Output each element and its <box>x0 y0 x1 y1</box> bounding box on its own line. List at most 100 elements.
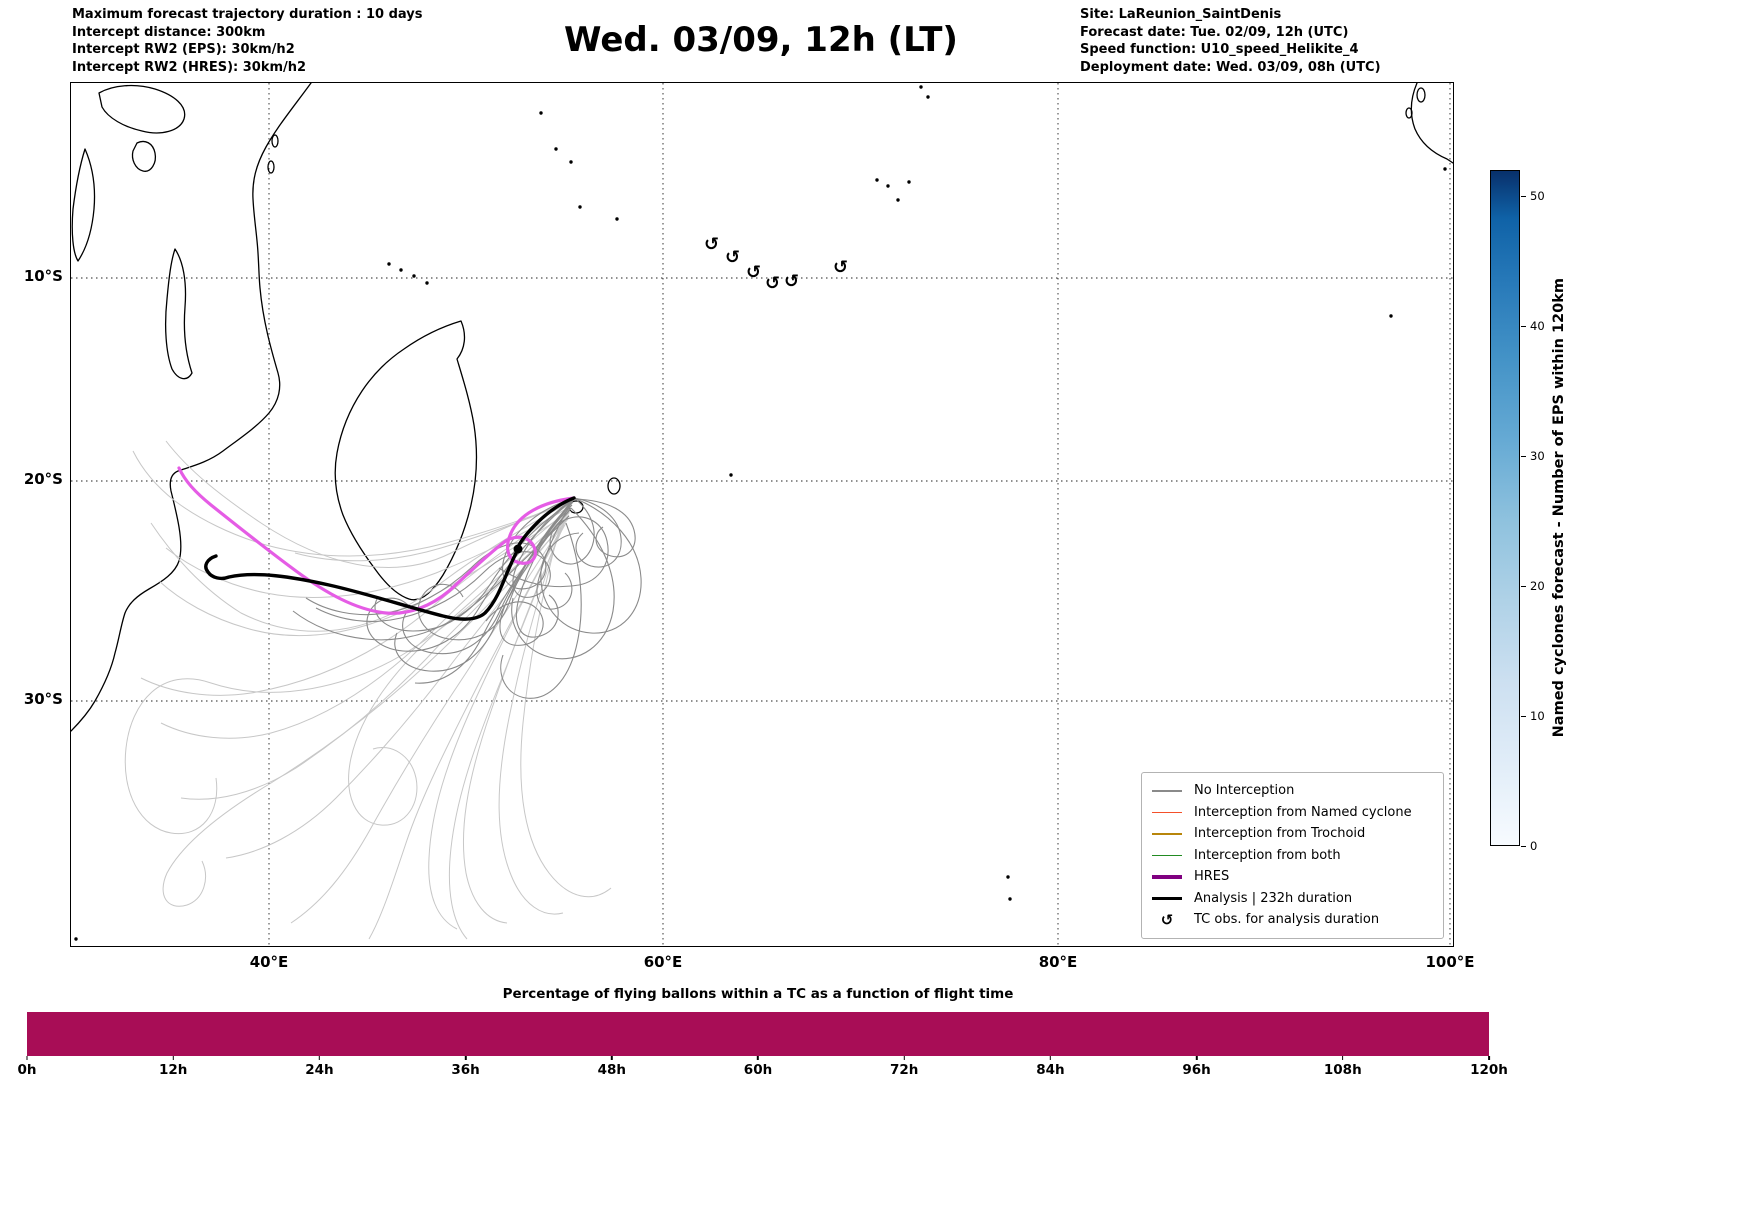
trajectory-ensemble-faint <box>520 529 612 898</box>
trajectory-ensemble-faint <box>290 517 568 924</box>
bottom-tick-label: 60h <box>743 1062 773 1078</box>
island-outline <box>271 134 279 148</box>
bottom-axis-tick: 36h <box>451 1056 480 1078</box>
island-dot <box>1006 875 1010 879</box>
trajectory-ensemble-faint <box>132 450 574 557</box>
colorbar-tick-mark <box>1521 715 1526 717</box>
analysis-trajectory <box>204 547 520 621</box>
island-dot <box>615 217 619 221</box>
island-outline <box>267 160 275 174</box>
colorbar-tick-mark <box>1521 845 1526 847</box>
bottom-tick-mark <box>26 1056 28 1060</box>
map-plot: ↺↺↺↺ ↺↺ <box>71 83 1453 946</box>
lake-or-island-outline <box>131 140 157 172</box>
colorbar-tick-label: 20 <box>1530 579 1545 593</box>
bottom-tick-mark <box>1488 1056 1490 1060</box>
trajectory-ensemble-faint <box>140 502 572 696</box>
bottom-tick-label: 120h <box>1470 1062 1508 1078</box>
lon-tick-label: 40°E <box>249 953 289 971</box>
bottom-tick-label: 24h <box>305 1062 334 1078</box>
bottom-tick-mark <box>1195 1056 1198 1060</box>
legend-item: ↺ TC obs. for analysis duration <box>1152 909 1433 931</box>
bottom-tick-mark <box>903 1056 905 1060</box>
bottom-axis-tick: 24h <box>305 1056 334 1078</box>
tc-observation-icon: ↺ <box>765 273 780 294</box>
legend-line <box>1152 875 1182 879</box>
island-outline <box>1416 87 1426 103</box>
info-forecast-date: Forecast date: Tue. 02/09, 12h (UTC) <box>1080 24 1349 40</box>
lon-tick-label: 80°E <box>1038 953 1078 971</box>
trajectory-ensemble-faint <box>158 510 572 637</box>
trajectory-ensemble-faint <box>428 522 567 930</box>
island-dot <box>875 178 879 182</box>
bottom-tick-mark <box>1049 1056 1052 1060</box>
lat-tick-label: 20°S <box>23 470 63 488</box>
trajectory-ensemble-faint <box>165 505 572 598</box>
island-dot <box>1443 167 1447 171</box>
trajectory-ensemble-faint <box>294 499 575 562</box>
colorbar-label: Named cyclones forecast - Number of EPS … <box>1546 170 1572 846</box>
lat-tick-label: 30°S <box>23 690 63 708</box>
trajectory-ensemble-faint <box>462 524 565 924</box>
legend-item: No Interception <box>1152 780 1433 802</box>
site-info-block: Site: LaReunion_SaintDenis Forecast date… <box>1080 6 1381 76</box>
trajectory-ensemble <box>573 498 636 558</box>
bottom-tick-mark <box>611 1056 613 1060</box>
trajectory-ensemble <box>511 507 615 660</box>
island-dot <box>1389 314 1393 318</box>
island-dot <box>926 95 930 99</box>
legend-item-label: TC obs. for analysis duration <box>1194 912 1380 928</box>
colorbar <box>1490 170 1520 846</box>
tc-observation-icon: ↺ <box>704 234 719 255</box>
colorbar-tick-mark <box>1521 455 1526 457</box>
colorbar-tick-mark <box>1521 585 1526 587</box>
legend: No Interception Interception from Named c… <box>1141 772 1444 939</box>
bottom-axis-tick: 0h <box>17 1056 37 1078</box>
bottom-tick-mark <box>172 1056 174 1060</box>
tc-percentage-bar <box>27 1012 1489 1056</box>
island-outline <box>607 477 621 495</box>
param-intercept-rw2-eps: Intercept RW2 (EPS): 30km/h2 <box>72 42 295 57</box>
bottom-tick-mark <box>757 1056 759 1060</box>
lat-tick-label: 10°S <box>23 267 63 285</box>
colorbar-tick-label: 30 <box>1530 449 1545 463</box>
tc-observation-icon: ↺ <box>746 262 761 283</box>
trajectory-ensemble-faint <box>150 499 575 632</box>
colorbar-tick-label: 40 <box>1530 319 1545 333</box>
trajectory-ensemble <box>414 510 570 684</box>
lake-or-island-outline <box>71 148 96 262</box>
param-max-duration: Maximum forecast trajectory duration : 1… <box>72 7 423 22</box>
island-dot <box>886 184 890 188</box>
trajectory-ensemble-faint <box>368 519 567 940</box>
hres-trajectory <box>177 466 576 615</box>
trajectory-ensemble <box>573 497 622 568</box>
trajectory-ensemble <box>498 497 609 588</box>
bottom-tick-label: 96h <box>1182 1062 1211 1078</box>
island-dot <box>729 473 733 477</box>
island-dot <box>387 262 391 266</box>
page-title: Wed. 03/09, 12h (LT) <box>564 20 958 60</box>
legend-line-sample <box>1152 854 1182 856</box>
legend-line <box>1152 833 1182 835</box>
legend-line-sample <box>1152 875 1182 879</box>
tc-observation-icon: ↺ <box>833 257 848 278</box>
info-deployment-date: Deployment date: Wed. 03/09, 08h (UTC) <box>1080 59 1381 75</box>
bottom-tick-label: 48h <box>597 1062 626 1078</box>
colorbar-tick-mark <box>1521 325 1526 327</box>
legend-line <box>1152 790 1182 792</box>
trajectory-ensemble-faint <box>348 512 570 826</box>
bottom-chart-x-axis: 0h 12h 24h 36h 48h 60h 72h 84h 96h 108h 120h <box>17 1056 1508 1082</box>
legend-line-sample <box>1152 896 1182 900</box>
map-panel: ↺ ↺ ↺ ↺ ↺ ↺ 10°S 20°S 30°S 40°E 60°E 80°E 100°E No… <box>24 82 1475 971</box>
legend-line <box>1152 854 1182 856</box>
legend-item: Interception from both <box>1152 845 1433 867</box>
island-dot <box>569 160 573 164</box>
bottom-axis-tick: 72h <box>890 1056 918 1078</box>
legend-item: Analysis | 232h duration <box>1152 888 1433 910</box>
bottom-tick-mark <box>1342 1056 1344 1060</box>
island-dot <box>74 937 78 941</box>
tc-observation-icon: ↺ <box>1160 910 1174 929</box>
legend-line-sample <box>1152 790 1182 792</box>
analysis-position-dot <box>513 544 523 554</box>
